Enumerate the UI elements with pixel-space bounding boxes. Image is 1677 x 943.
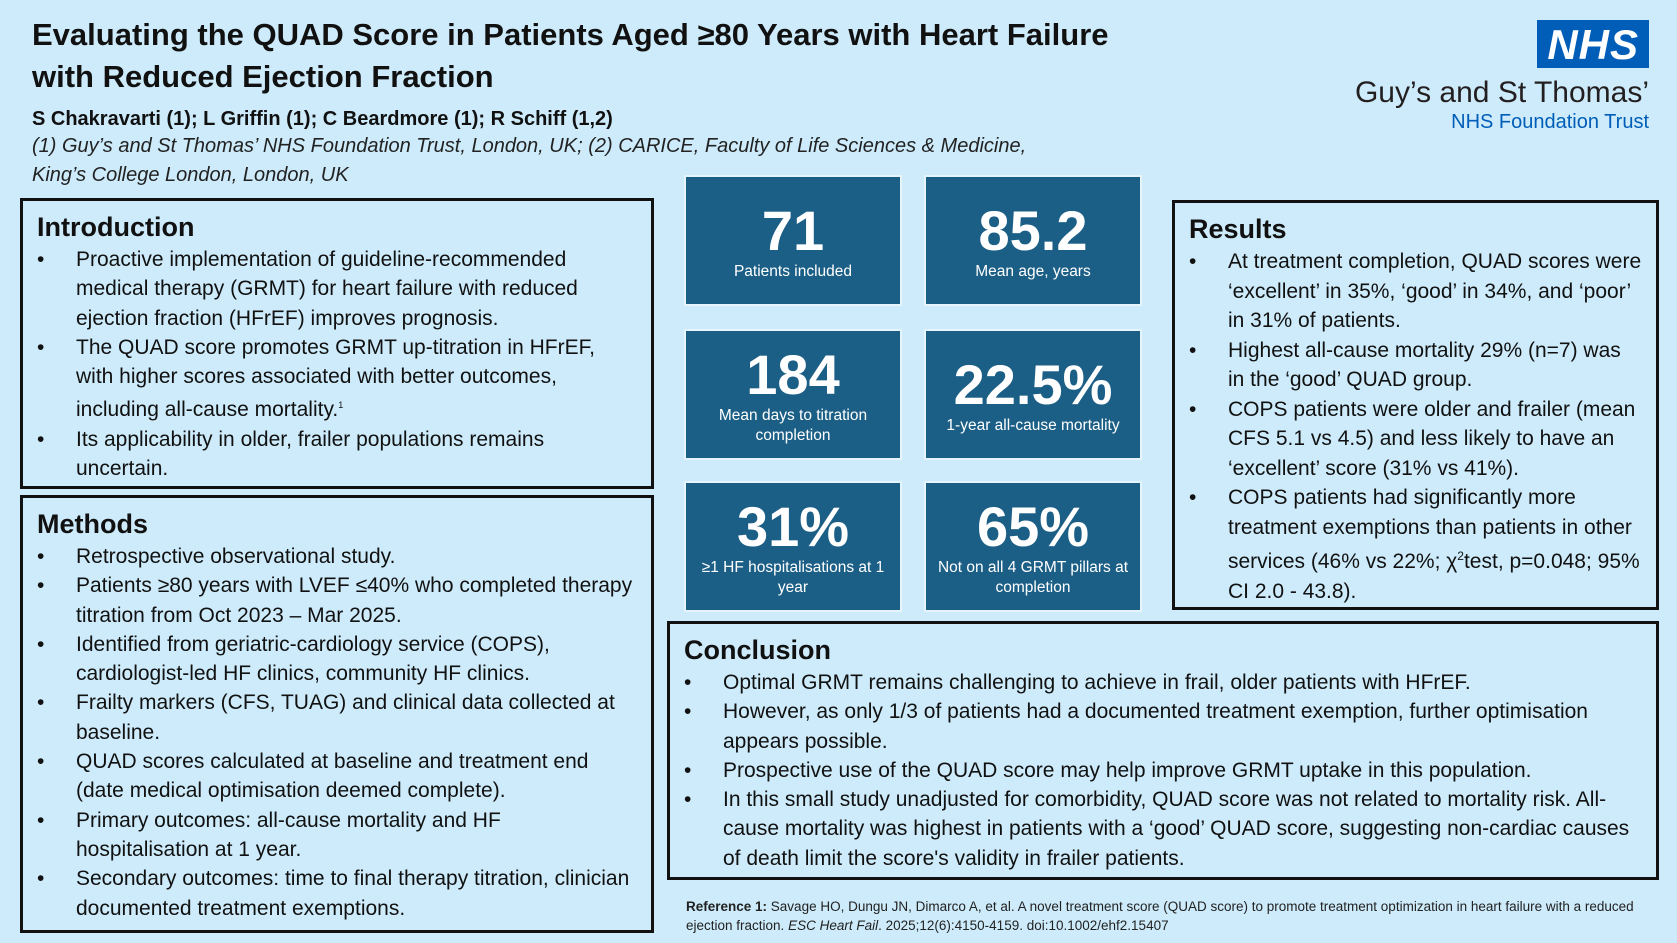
list-item: COPS patients had significantly more tre… xyxy=(1189,483,1642,606)
stat-value: 31% xyxy=(736,494,850,558)
conclusion-list: Optimal GRMT remains challenging to achi… xyxy=(684,668,1642,873)
list-item: However, as only 1/3 of patients had a d… xyxy=(684,697,1642,756)
list-item: Secondary outcomes: time to final therap… xyxy=(37,864,637,923)
stat-tile-hospitalisations: 31% ≥1 HF hospitalisations at 1 year xyxy=(684,481,902,612)
journal-name: ESC Heart Fail xyxy=(788,918,879,933)
list-item: Frailty markers (CFS, TUAG) and clinical… xyxy=(37,688,637,747)
list-item: At treatment completion, QUAD scores wer… xyxy=(1189,247,1642,336)
list-item: Proactive implementation of guideline-re… xyxy=(37,245,637,333)
list-item: Identified from geriatric-cardiology ser… xyxy=(37,630,637,689)
methods-heading: Methods xyxy=(37,509,148,539)
trust-name: Guy’s and St Thomas’ xyxy=(1354,76,1649,109)
stat-label: Mean age, years xyxy=(975,262,1091,280)
stat-value: 65% xyxy=(976,494,1090,558)
trust-subtitle: NHS Foundation Trust xyxy=(1451,111,1649,133)
methods-list: Retrospective observational study. Patie… xyxy=(37,542,637,923)
list-item: QUAD scores calculated at baseline and t… xyxy=(37,747,637,806)
stat-value: 22.5% xyxy=(953,352,1113,416)
list-item: Highest all-cause mortality 29% (n=7) wa… xyxy=(1189,336,1642,395)
list-item: Retrospective observational study. xyxy=(37,542,637,572)
list-item: In this small study unadjusted for comor… xyxy=(684,785,1642,873)
stat-label: 1-year all-cause mortality xyxy=(946,416,1120,434)
list-item: Its applicability in older, frailer popu… xyxy=(37,425,637,484)
results-panel: Results At treatment completion, QUAD sc… xyxy=(1172,200,1659,610)
stat-value: 71 xyxy=(761,198,825,262)
stat-tile-mean-age: 85.2 Mean age, years xyxy=(924,175,1142,306)
list-item: Primary outcomes: all-cause mortality an… xyxy=(37,806,637,865)
conclusion-panel: Conclusion Optimal GRMT remains challeng… xyxy=(667,621,1659,880)
list-item: Optimal GRMT remains challenging to achi… xyxy=(684,668,1642,698)
author-list: S Chakravarti (1); L Griffin (1); C Bear… xyxy=(32,108,613,130)
list-item: The QUAD score promotes GRMT up-titratio… xyxy=(37,333,637,425)
affiliations: (1) Guy’s and St Thomas’ NHS Foundation … xyxy=(32,135,1027,186)
list-item: COPS patients were older and frailer (me… xyxy=(1189,395,1642,484)
reference-superscript: 1 xyxy=(338,400,344,411)
results-heading: Results xyxy=(1189,214,1287,244)
stat-tile-titration-days: 184 Mean days to titration completion xyxy=(684,329,902,460)
reference-label: Reference 1: xyxy=(686,899,768,914)
introduction-panel: Introduction Proactive implementation of… xyxy=(20,198,654,489)
stat-value: 184 xyxy=(746,342,840,406)
introduction-list: Proactive implementation of guideline-re… xyxy=(37,245,637,483)
stat-label: Mean days to titration completion xyxy=(718,406,868,444)
list-item: Patients ≥80 years with LVEF ≤40% who co… xyxy=(37,571,637,630)
stat-label: Patients included xyxy=(733,262,853,280)
results-list: At treatment completion, QUAD scores wer… xyxy=(1189,247,1642,606)
stat-tile-mortality: 22.5% 1-year all-cause mortality xyxy=(924,329,1142,460)
nhs-logo-icon: NHS xyxy=(1537,20,1649,68)
conclusion-heading: Conclusion xyxy=(684,635,831,665)
stat-value: 85.2 xyxy=(978,198,1088,262)
methods-panel: Methods Retrospective observational stud… xyxy=(20,495,654,933)
nhs-trust-logo: NHS Guy’s and St Thomas’ NHS Foundation … xyxy=(1289,20,1649,134)
poster-header: Evaluating the QUAD Score in Patients Ag… xyxy=(32,14,1192,190)
list-item: Prospective use of the QUAD score may he… xyxy=(684,756,1642,786)
chi-squared-superscript: 2 xyxy=(1457,549,1464,563)
introduction-heading: Introduction xyxy=(37,212,195,242)
reference-footnote: Reference 1: Savage HO, Dungu JN, Dimarc… xyxy=(686,899,1634,933)
stat-label: Not on all 4 GRMT pillars at completion xyxy=(937,558,1129,596)
stat-tile-patients: 71 Patients included xyxy=(684,175,902,306)
stat-label: ≥1 HF hospitalisations at 1 year xyxy=(701,558,885,596)
stat-tile-grmt-pillars: 65% Not on all 4 GRMT pillars at complet… xyxy=(924,481,1142,612)
poster-title: Evaluating the QUAD Score in Patients Ag… xyxy=(32,17,1109,94)
